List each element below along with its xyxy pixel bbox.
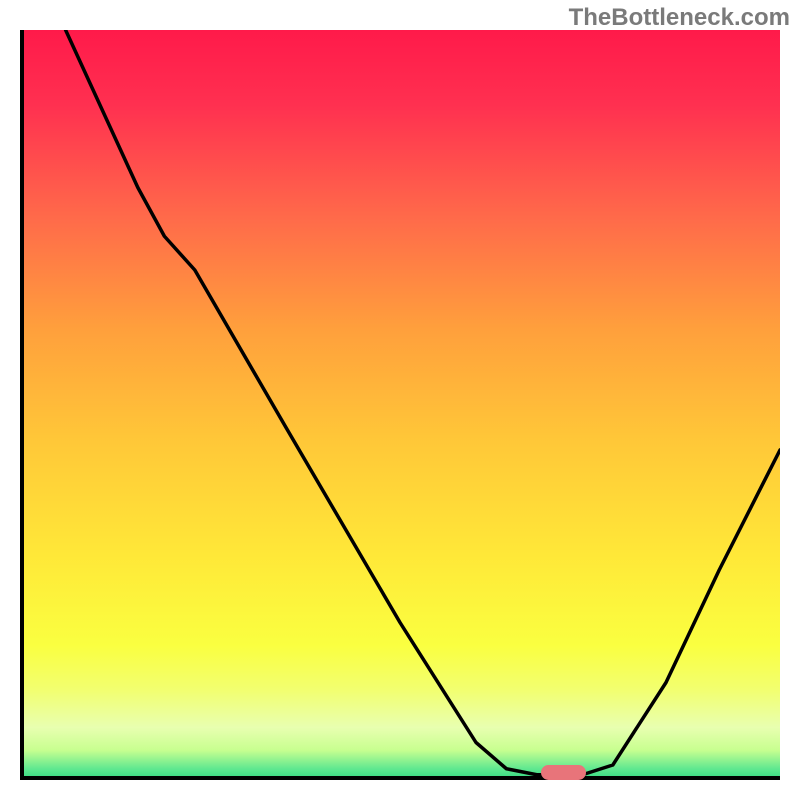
watermark: TheBottleneck.com bbox=[569, 4, 790, 32]
curve bbox=[20, 30, 780, 780]
plot-area bbox=[20, 30, 780, 780]
chart-container: TheBottleneck.com bbox=[0, 0, 800, 800]
optimal-marker bbox=[541, 765, 587, 780]
